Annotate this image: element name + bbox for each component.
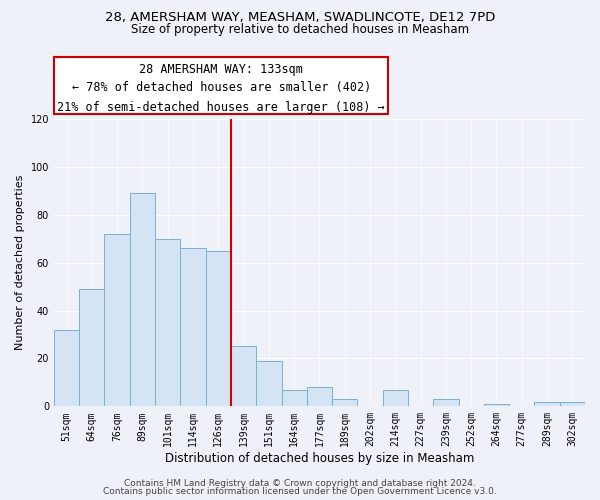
Text: Size of property relative to detached houses in Measham: Size of property relative to detached ho… [131, 22, 469, 36]
Bar [181, 248, 206, 406]
Text: ← 78% of detached houses are smaller (402): ← 78% of detached houses are smaller (40… [71, 82, 371, 94]
Bar [535, 402, 560, 406]
Bar [231, 346, 256, 406]
Bar [256, 361, 281, 406]
Bar [104, 234, 130, 406]
Text: Contains HM Land Registry data © Crown copyright and database right 2024.: Contains HM Land Registry data © Crown c… [124, 478, 476, 488]
Bar [332, 399, 358, 406]
Text: Contains public sector information licensed under the Open Government Licence v3: Contains public sector information licen… [103, 487, 497, 496]
Bar [206, 250, 231, 406]
Bar [54, 330, 79, 406]
Bar [383, 390, 408, 406]
Bar [130, 193, 155, 406]
Y-axis label: Number of detached properties: Number of detached properties [15, 175, 25, 350]
Bar [484, 404, 509, 406]
Bar [79, 289, 104, 406]
Text: 21% of semi-detached houses are larger (108) →: 21% of semi-detached houses are larger (… [58, 100, 385, 114]
Bar [281, 390, 307, 406]
Text: 28 AMERSHAM WAY: 133sqm: 28 AMERSHAM WAY: 133sqm [139, 62, 303, 76]
Bar [155, 238, 181, 406]
Bar [307, 387, 332, 406]
Bar [560, 402, 585, 406]
X-axis label: Distribution of detached houses by size in Measham: Distribution of detached houses by size … [165, 452, 474, 465]
Text: 28, AMERSHAM WAY, MEASHAM, SWADLINCOTE, DE12 7PD: 28, AMERSHAM WAY, MEASHAM, SWADLINCOTE, … [105, 11, 495, 24]
Bar [433, 399, 458, 406]
